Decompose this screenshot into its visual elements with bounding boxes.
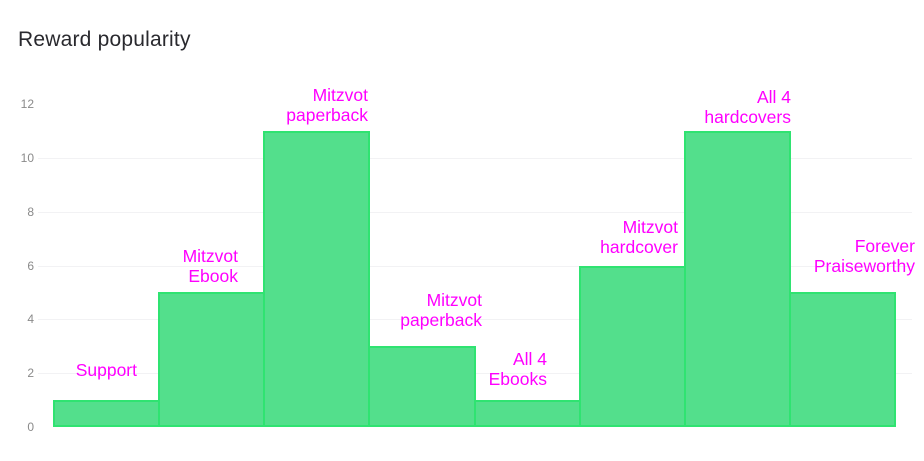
bar-label-line: Mitzvot: [182, 246, 238, 266]
bar-label-line: paperback: [400, 310, 482, 330]
bar-chart-plot-area: Support Mitzvot Ebook Mitzvot paperback Mitzv…: [53, 85, 915, 427]
bar-label-line: Praiseworthy: [813, 256, 915, 276]
bar-label-line: hardcovers: [704, 107, 791, 127]
y-axis-tick-label: 2: [27, 366, 34, 381]
bar-label: Mitzvot hardcover: [600, 217, 678, 257]
gridline: [38, 265, 912, 267]
y-axis-tick-label: 12: [20, 97, 34, 111]
y-axis-tick-labels: 0 2 4 6 8 10 12: [0, 97, 34, 434]
gridline: [38, 211, 912, 213]
bar-all-4-hardcovers[interactable]: [683, 130, 791, 427]
bar-all-4-ebooks[interactable]: [473, 400, 581, 427]
bar-label-line: Forever: [854, 236, 915, 256]
bar-label: Mitzvot paperback: [400, 290, 482, 330]
bar-label-line: paperback: [286, 105, 368, 125]
bar-label: Support: [76, 360, 137, 380]
gridline: [38, 157, 912, 159]
bar-mitzvot-paperback[interactable]: [368, 346, 476, 427]
bar-label-line: Mitzvot: [426, 290, 482, 310]
y-axis-tick-label: 0: [27, 420, 34, 434]
bar-label: All 4 hardcovers: [704, 87, 791, 127]
bar-label: Mitzvot paperback: [286, 85, 368, 125]
bar-label-line: Ebook: [188, 266, 238, 286]
gridline: [38, 319, 912, 321]
bar-label-line: Mitzvot: [622, 217, 678, 237]
bar-forever-praiseworthy[interactable]: [788, 292, 896, 427]
bar-label-line: hardcover: [600, 237, 678, 257]
bar-support[interactable]: [53, 400, 161, 427]
bar-label-line: All 4: [512, 349, 547, 369]
bar-label: All 4 Ebooks: [489, 349, 547, 389]
bar-mitzvot-hardcover[interactable]: [578, 265, 686, 427]
bar-mitzvot-paperback[interactable]: [263, 130, 371, 427]
bar-mitzvot-ebook[interactable]: [158, 292, 266, 427]
y-axis-tick-label: 10: [20, 150, 34, 165]
bar-label-line: Support: [75, 360, 137, 380]
y-axis-tick-label: 4: [27, 312, 34, 327]
bar-label-line: All 4: [756, 87, 791, 107]
y-axis-tick-label: 8: [27, 204, 34, 219]
y-axis-tick-label: 6: [27, 258, 34, 273]
bar-label: Forever Praiseworthy: [814, 236, 915, 276]
bar-label: Mitzvot Ebook: [183, 246, 238, 286]
chart-title: Reward popularity: [18, 28, 191, 51]
bar-label-line: Ebooks: [488, 369, 547, 389]
bar-label-line: Mitzvot: [312, 85, 368, 105]
